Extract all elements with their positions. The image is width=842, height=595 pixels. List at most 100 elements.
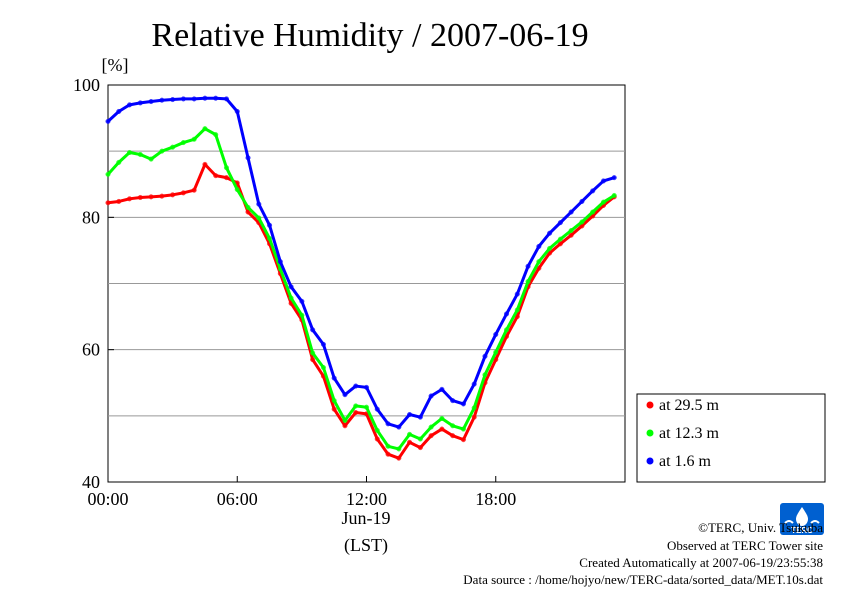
series-point: [363, 384, 370, 390]
series-point: [116, 108, 122, 115]
series-point: [126, 196, 133, 202]
series-point: [417, 436, 423, 442]
series-point: [180, 96, 186, 102]
series-point: [331, 375, 337, 381]
legend-items: at 29.5 m at 12.3 m at 1.6 m: [646, 397, 720, 470]
logo-wave-left: [784, 520, 794, 524]
series-point: [536, 243, 542, 249]
series-point: [363, 404, 370, 410]
series-point: [514, 291, 520, 297]
series-point: [180, 140, 186, 146]
series-0: [105, 161, 617, 461]
series-point: [460, 401, 466, 407]
series-point: [342, 392, 348, 398]
series-point: [450, 398, 456, 404]
series-point: [428, 433, 434, 439]
series-point: [471, 405, 477, 411]
series-point: [407, 411, 413, 418]
series-point: [590, 188, 596, 194]
series-point: [223, 96, 230, 102]
series-point: [374, 406, 380, 412]
legend-frame: [636, 393, 826, 483]
series-point: [579, 198, 585, 205]
series-point: [299, 298, 305, 304]
series-point: [471, 414, 477, 420]
y-axis-tick-label: 60: [82, 340, 100, 360]
series-point: [126, 102, 133, 108]
legend-marker: [646, 429, 654, 437]
series-point: [600, 199, 607, 205]
series-point: [439, 426, 445, 432]
series-point: [310, 327, 316, 333]
y-axis-tick-label: 40: [82, 472, 100, 492]
terc-logo: TERC: [780, 503, 824, 535]
series-point: [191, 96, 197, 102]
series-point: [568, 228, 574, 234]
series-point: [223, 175, 230, 181]
series-point: [277, 259, 283, 265]
series-point: [471, 381, 477, 387]
x-axis-tick-label: 00:00: [87, 489, 128, 509]
series-point: [234, 186, 240, 193]
series-point: [320, 364, 326, 371]
series-point: [579, 219, 585, 225]
series-point: [353, 403, 359, 409]
series-point: [385, 421, 391, 427]
footer-observed: Observed at TERC Tower site: [667, 538, 823, 553]
series-point: [202, 95, 208, 101]
series-point: [170, 192, 176, 198]
series-point: [503, 327, 510, 333]
x-axis-date-label: Jun-19: [342, 508, 391, 528]
legend-label: at 29.5 m: [659, 397, 720, 414]
logo-text: TERC: [791, 526, 813, 535]
x-axis-ticks: 00:00 06:00 12:00 18:00: [87, 476, 516, 509]
legend-marker: [646, 401, 654, 409]
series-point: [374, 427, 380, 433]
series-point: [105, 171, 111, 177]
series-point: [557, 236, 563, 242]
series-point: [396, 455, 402, 461]
series-point: [234, 108, 240, 115]
series-point: [267, 235, 273, 242]
series-point: [170, 97, 176, 103]
series-point: [536, 259, 542, 265]
series-point: [148, 194, 154, 200]
series-point: [503, 311, 510, 317]
series-point: [245, 155, 251, 161]
series-point: [191, 136, 197, 142]
footer-created: Created Automatically at 2007-06-19/23:5…: [579, 555, 823, 570]
series-point: [547, 230, 553, 236]
series-point: [450, 423, 456, 429]
series-point: [331, 398, 337, 404]
y-axis-ticks: 40 60 80 100: [73, 75, 114, 492]
series-point: [180, 190, 186, 196]
series-point: [331, 406, 337, 412]
series-point: [213, 132, 219, 138]
series-point: [460, 437, 466, 443]
grid-lines: [108, 150, 625, 417]
legend-label: at 12.3 m: [659, 425, 720, 442]
series-point: [428, 393, 434, 399]
series-point: [299, 312, 305, 318]
series-point: [590, 209, 596, 215]
y-axis-tick-label: 80: [82, 207, 100, 227]
series-point: [342, 417, 348, 424]
series-point: [310, 350, 316, 356]
series-point: [353, 409, 359, 416]
series-point: [148, 156, 154, 162]
series-point: [396, 446, 402, 452]
series-point: [417, 445, 423, 451]
logo-water-drop: [796, 507, 808, 526]
y-axis-unit-label: [%]: [102, 55, 129, 75]
series-point: [396, 424, 402, 430]
series-point: [439, 386, 445, 392]
series-2: [105, 95, 617, 430]
x-axis-tick-label: 12:00: [346, 489, 387, 509]
series-point: [385, 443, 391, 449]
series-point: [407, 431, 413, 437]
series-point: [288, 284, 294, 290]
series-point: [137, 100, 143, 106]
series-point: [557, 220, 563, 226]
series-point: [126, 149, 133, 156]
series-point: [547, 245, 553, 251]
